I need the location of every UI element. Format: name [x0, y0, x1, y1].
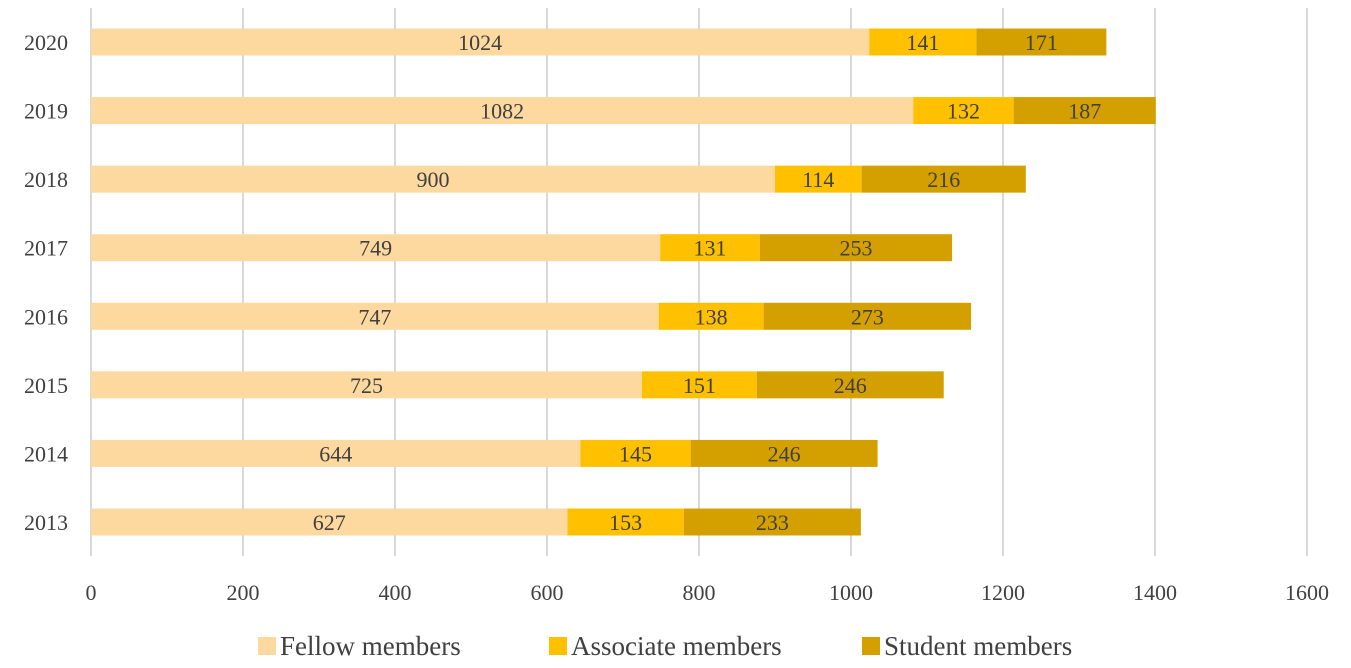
data-label: 627	[313, 510, 346, 535]
x-tick-label: 400	[379, 580, 412, 605]
y-tick-label: 2018	[24, 167, 68, 192]
legend-item: Student members	[862, 631, 1072, 661]
data-label: 145	[619, 441, 652, 466]
legend-swatch	[258, 637, 276, 655]
data-label: 131	[694, 236, 727, 261]
data-label: 749	[359, 236, 392, 261]
y-tick-label: 2015	[24, 373, 68, 398]
legend-label: Student members	[884, 631, 1072, 661]
legend-item: Fellow members	[258, 631, 461, 661]
y-tick-label: 2013	[24, 510, 68, 535]
bar-segment	[91, 371, 642, 399]
data-label: 151	[683, 373, 716, 398]
bar-segment	[91, 28, 870, 56]
x-tick-label: 200	[227, 580, 260, 605]
y-axis-labels: 2013 2014 2015 2016 2017 2018 2019 2020	[24, 30, 68, 535]
legend-label: Fellow members	[280, 631, 461, 661]
bar-segment	[763, 302, 972, 330]
bar-segment	[759, 234, 953, 262]
data-label: 246	[768, 441, 801, 466]
data-label: 253	[839, 236, 872, 261]
bar-segment	[1013, 97, 1156, 125]
data-label: 900	[417, 167, 450, 192]
y-tick-label: 2020	[24, 30, 68, 55]
bar-segment	[660, 234, 760, 262]
y-tick-label: 2016	[24, 304, 68, 329]
data-label: 725	[350, 373, 383, 398]
y-tick-label: 2014	[24, 441, 68, 466]
legend: Fellow members Associate members Student m…	[258, 631, 1072, 661]
legend-label: Associate members	[571, 631, 782, 661]
bar-segment	[91, 508, 568, 536]
bar-segment	[690, 439, 878, 467]
legend-item: Associate members	[549, 631, 782, 661]
bar-segment	[913, 97, 1014, 125]
data-label: 138	[695, 304, 728, 329]
bar-segment	[91, 439, 581, 467]
bar-segment	[91, 97, 914, 125]
bar-segment	[775, 165, 862, 193]
bar-segment	[658, 302, 764, 330]
data-label: 153	[609, 510, 642, 535]
bar-segment	[91, 234, 661, 262]
bar-segment	[861, 165, 1026, 193]
gridlines	[90, 8, 1308, 556]
bar-segment	[642, 371, 757, 399]
data-label: 1082	[480, 99, 524, 124]
bar-segment	[580, 439, 691, 467]
x-tick-label: 1000	[829, 580, 873, 605]
data-label: 273	[851, 304, 884, 329]
bar-segment	[91, 165, 775, 193]
x-axis-labels: 0 200 400 600 800 1000 1200 1400 1600	[86, 580, 1330, 605]
x-tick-label: 600	[531, 580, 564, 605]
x-tick-label: 800	[683, 580, 716, 605]
y-tick-label: 2019	[24, 99, 68, 124]
legend-swatch	[549, 637, 567, 655]
legend-swatch	[862, 637, 880, 655]
data-label: 171	[1025, 30, 1058, 55]
data-label: 187	[1068, 99, 1101, 124]
data-label: 1024	[458, 30, 502, 55]
data-label: 233	[756, 510, 789, 535]
bar-segment	[976, 28, 1107, 56]
bar-segment	[683, 508, 861, 536]
data-label: 114	[802, 167, 834, 192]
y-tick-label: 2017	[24, 236, 68, 261]
x-tick-label: 1400	[1133, 580, 1177, 605]
data-label: 141	[906, 30, 939, 55]
x-tick-label: 0	[86, 580, 97, 605]
bar-segment	[756, 371, 944, 399]
x-tick-label: 1600	[1285, 580, 1329, 605]
data-label: 246	[834, 373, 867, 398]
bars: 627 153 233 644 145 246 725 151 246 747 138 273 749 1…	[91, 28, 1156, 536]
x-tick-label: 1200	[981, 580, 1025, 605]
bar-segment	[91, 302, 659, 330]
data-label: 132	[947, 99, 980, 124]
data-label: 216	[927, 167, 960, 192]
bar-segment	[567, 508, 684, 536]
data-label: 747	[358, 304, 391, 329]
bar-segment	[869, 28, 977, 56]
data-label: 644	[319, 441, 352, 466]
